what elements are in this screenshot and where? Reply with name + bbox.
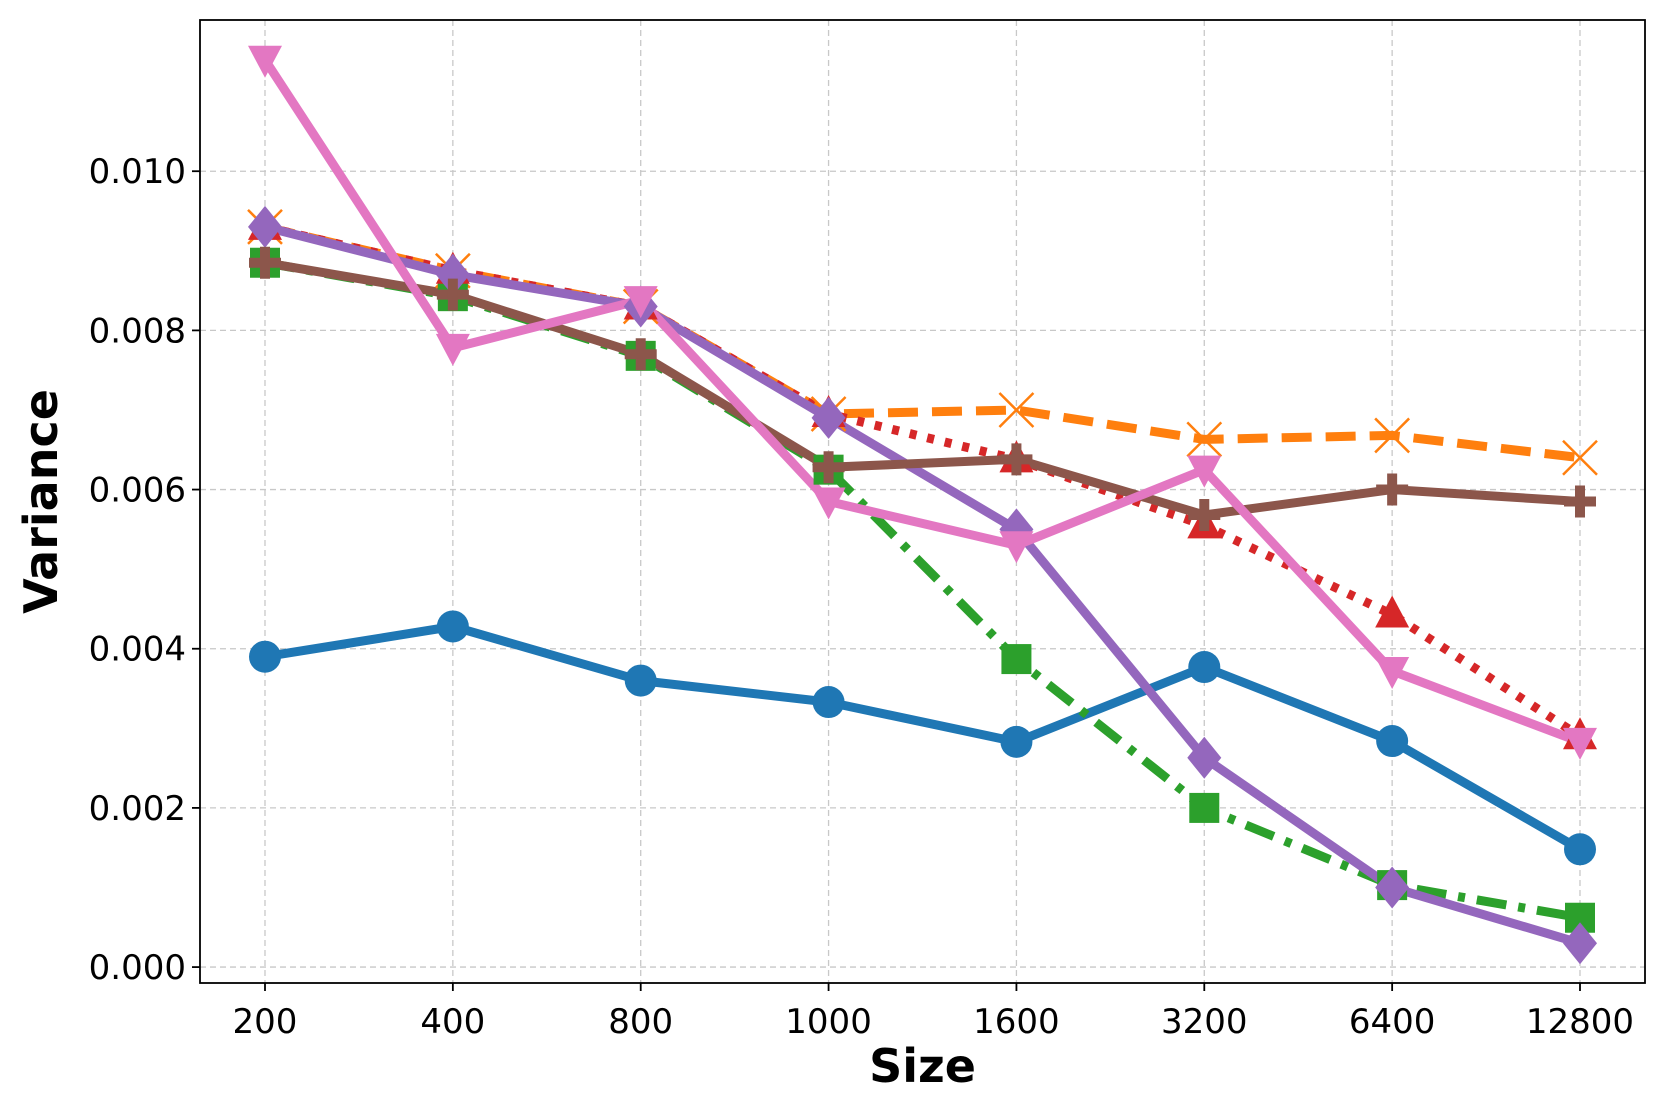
y-tick-label: 0.010: [89, 152, 186, 192]
series-point: [1376, 473, 1409, 506]
series-point: [624, 338, 657, 371]
series-line: [260, 622, 1585, 854]
series-point: [812, 686, 845, 719]
series-point: [1564, 833, 1596, 866]
y-tick-label: 0.002: [89, 789, 186, 829]
series-lines: [260, 55, 1585, 948]
series-point: [1375, 866, 1410, 909]
series-line: [260, 55, 1585, 747]
series-point: [623, 286, 658, 319]
series-point: [435, 253, 470, 296]
y-tick-label: 0.000: [89, 948, 186, 988]
series-point: [1188, 651, 1221, 684]
x-tick-label: 1000: [785, 1002, 872, 1042]
plot-area-frame: [199, 19, 1646, 984]
series-point: [1376, 725, 1409, 758]
series-point: [436, 610, 469, 643]
y-tick-label: 0.004: [89, 630, 186, 670]
series-markers: [247, 45, 1598, 965]
y-axis-title: Variance: [14, 389, 68, 614]
series-point: [435, 333, 470, 366]
series-point: [1001, 644, 1032, 675]
series-point: [1189, 792, 1220, 823]
series-point: [1187, 455, 1222, 488]
series-point: [998, 392, 1035, 428]
series-point: [1000, 443, 1033, 476]
y-tick-label: 0.008: [89, 311, 186, 351]
series-line: [264, 258, 1581, 923]
series-point: [1562, 439, 1598, 476]
series-point: [249, 640, 281, 673]
series-point: [248, 45, 282, 78]
series-point: [811, 487, 846, 520]
series-point: [436, 278, 469, 311]
x-tick-label: 400: [420, 1002, 485, 1042]
x-tick-label: 800: [608, 1002, 673, 1042]
series-point: [1375, 595, 1410, 628]
series-point: [999, 531, 1034, 564]
series-point: [1564, 485, 1596, 518]
series-point: [812, 451, 845, 484]
series-point: [1375, 657, 1410, 690]
series-point: [1000, 725, 1033, 758]
series-point: [624, 664, 657, 697]
x-tick-label: 200: [233, 1002, 298, 1042]
x-tick-label: 1600: [973, 1002, 1060, 1042]
series-point: [1563, 727, 1597, 760]
series-point: [1374, 417, 1411, 454]
x-tick-label: 12800: [1526, 1002, 1634, 1042]
x-tick-label: 3200: [1161, 1002, 1248, 1042]
series-point: [1188, 499, 1221, 532]
grid-lines: [200, 20, 1645, 983]
series-point: [248, 205, 282, 248]
series-point: [1563, 922, 1597, 965]
series-point: [249, 246, 281, 279]
series-point: [1187, 736, 1222, 779]
axis-ticks: 200 400 800 1000 1600 3200 6400 12800 0.000 0.002…: [89, 152, 1634, 1042]
series-point: [1186, 421, 1223, 458]
series-line: [260, 222, 1585, 948]
x-axis-title: Size: [869, 1039, 976, 1093]
x-tick-label: 6400: [1349, 1002, 1436, 1042]
y-tick-label: 0.006: [89, 471, 186, 511]
series-line: [260, 258, 1585, 520]
series-point: [811, 396, 846, 439]
